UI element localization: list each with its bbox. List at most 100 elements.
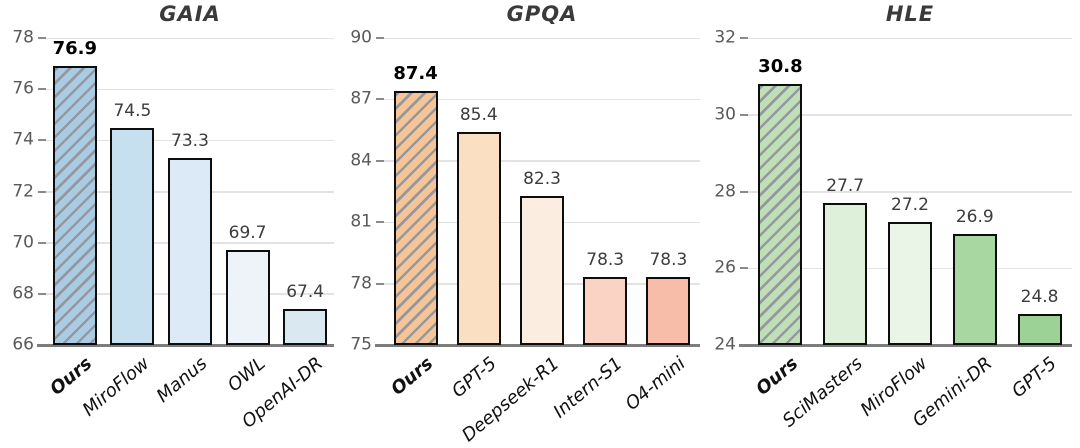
bar-ours [758, 84, 803, 345]
x-axis-line [375, 343, 700, 347]
y-tick-label: 72 [12, 181, 34, 201]
y-tick-mark [376, 37, 384, 39]
bar-slot: 76.9 [46, 38, 104, 345]
gridline [384, 160, 700, 162]
y-axis: 75 78 81 84 87 90 [340, 29, 384, 353]
y-tick-label: 70 [12, 232, 34, 253]
x-tick-label: Intern-S1 [549, 353, 627, 423]
bar-ours [393, 91, 438, 345]
y-tick-mark [740, 267, 748, 270]
y-tick-mark [38, 241, 46, 244]
bar-slot: 27.7 [813, 38, 878, 345]
y-tick-label: 81 [350, 211, 372, 232]
bar-value-label: 87.4 [393, 63, 438, 85]
x-tick-label: Ours [387, 353, 438, 400]
chart-title-gpqa: GPQA [506, 2, 578, 26]
gridline [748, 37, 1072, 39]
y-axis: 24 26 28 30 32 [712, 29, 748, 353]
gridline [384, 37, 700, 39]
bar-value-label: 67.4 [286, 282, 325, 303]
bar-value-label: 78.3 [649, 250, 688, 271]
y-tick-label: 84 [350, 150, 372, 171]
bar-slot: 82.3 [510, 38, 573, 345]
y-tick-label: 68 [12, 283, 34, 304]
y-tick-mark [38, 88, 46, 91]
y-tick-label: 78 [12, 27, 34, 48]
x-tick-label: O4-mini [621, 353, 690, 415]
chart-hle: HLE 24 26 28 30 32 30.8 27.7 27.2 26.9 24.8 Ours… [712, 0, 1080, 448]
bar-o4-mini [646, 277, 691, 345]
y-tick-label: 75 [350, 334, 372, 355]
x-tick-label: OWL [223, 353, 270, 397]
gridline [748, 114, 1072, 116]
bar-slot: 26.9 [942, 38, 1007, 345]
bar-miroflow [887, 222, 932, 345]
bar-value-label: 74.5 [113, 100, 152, 121]
bar-value-label: 27.2 [891, 195, 929, 216]
y-axis: 66 68 70 72 74 76 78 [0, 29, 46, 353]
y-tick-label: 24 [714, 334, 736, 355]
bar-slot: 67.4 [276, 38, 334, 345]
y-tick-label: 30 [714, 104, 736, 125]
bar-value-label: 78.3 [586, 250, 625, 271]
bars-row: 76.9 74.5 73.3 69.7 67.4 [46, 38, 334, 345]
bar-slot: 74.5 [104, 38, 162, 345]
bar-value-label: 82.3 [523, 168, 561, 189]
y-tick-mark [376, 159, 384, 162]
y-tick-mark [376, 98, 384, 101]
bar-owl [225, 250, 270, 345]
x-tick-label: GPT-5 [447, 353, 501, 402]
y-tick-label: 26 [714, 257, 736, 278]
y-tick-label: 76 [12, 78, 34, 99]
bar-value-label: 30.8 [758, 56, 803, 78]
y-tick-mark [376, 282, 384, 285]
plot-area: 87.4 85.4 82.3 78.3 78.3 [375, 37, 700, 347]
y-tick-mark [38, 292, 46, 295]
y-tick-mark [38, 37, 46, 39]
plot-area: 30.8 27.7 27.2 26.9 24.8 [739, 37, 1072, 347]
y-tick-mark [740, 37, 748, 39]
bars-row: 87.4 85.4 82.3 78.3 78.3 [384, 38, 700, 345]
gridline [46, 37, 334, 39]
y-tick-label: 87 [350, 88, 372, 109]
bar-value-label: 76.9 [52, 38, 98, 60]
bar-ours [52, 66, 97, 345]
x-axis-labels: Ours MiroFlow Manus OWL OpenAI-DR [46, 351, 334, 448]
y-tick-mark [38, 139, 46, 142]
bar-slot: 30.8 [748, 38, 813, 345]
bar-manus [167, 158, 212, 345]
bar-value-label: 69.7 [228, 223, 267, 244]
chart-title-hle: HLE [885, 2, 935, 26]
gridline [46, 139, 334, 142]
x-tick-label: Ours [46, 353, 97, 400]
chart-gpqa: GPQA 75 78 81 84 87 90 87.4 85.4 82.3 78.3 78.3 O… [340, 0, 712, 448]
bar-value-label: 27.7 [826, 176, 865, 197]
y-tick-label: 28 [714, 181, 736, 201]
bar-slot: 78.3 [637, 38, 700, 345]
chart-title-gaia: GAIA [159, 2, 221, 26]
chart-gaia: GAIA 66 68 70 72 74 76 78 76.9 74.5 73.3 69.7 67.4… [0, 0, 340, 448]
plot-area: 76.9 74.5 73.3 69.7 67.4 [37, 37, 334, 347]
bars-row: 30.8 27.7 27.2 26.9 24.8 [748, 38, 1072, 345]
bar-openai-dr [283, 309, 328, 345]
bar-slot: 78.3 [574, 38, 637, 345]
bar-value-label: 24.8 [1020, 287, 1059, 308]
y-tick-mark [740, 113, 748, 116]
x-tick-label: GPT-5 [1008, 353, 1062, 402]
bar-value-label: 73.3 [171, 131, 209, 152]
y-tick-mark [740, 190, 748, 193]
bar-slot: 69.7 [219, 38, 277, 345]
bar-scimasters [823, 203, 868, 345]
bar-value-label: 85.4 [459, 105, 498, 126]
x-axis-labels: Ours SciMasters MiroFlow Gemini-DR GPT-5 [748, 351, 1072, 448]
bar-gemini-dr [952, 233, 997, 345]
y-tick-mark [376, 221, 384, 224]
y-tick-label: 32 [714, 27, 736, 48]
bar-value-label: 26.9 [955, 206, 994, 227]
x-tick-label: Manus [152, 353, 212, 407]
x-tick-label: Ours [751, 353, 802, 400]
bar-intern-s1 [583, 277, 628, 345]
x-axis-line [37, 343, 334, 347]
y-tick-label: 78 [350, 273, 372, 294]
